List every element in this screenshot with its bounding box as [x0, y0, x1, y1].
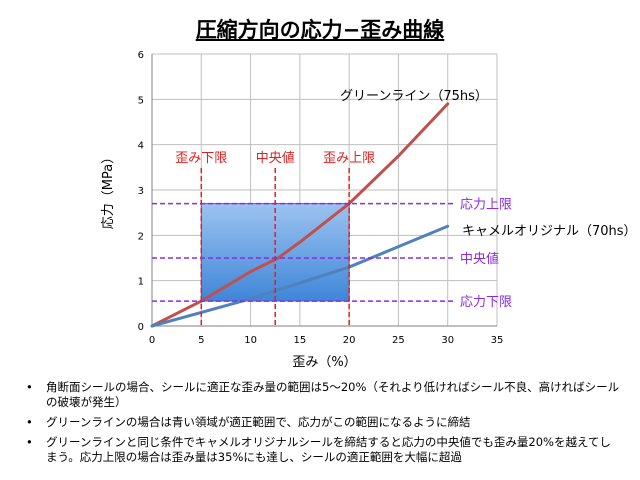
bullet-icon: • — [26, 415, 33, 429]
note-item: • 角断面シールの場合、シールに適正な歪み量の範囲は5〜20%（それより低ければシ… — [22, 380, 622, 410]
reference-lines — [152, 168, 455, 326]
x-tick-label: 35 — [491, 335, 504, 346]
y-tick-label: 5 — [138, 95, 144, 106]
series-line-0 — [150, 102, 450, 328]
x-tick-label: 25 — [392, 335, 405, 346]
series-label-1: キャメルオリジナル（70hs） — [462, 224, 637, 239]
x-tick-label: 0 — [149, 335, 155, 346]
vertical-ref-label-1: 中央値 — [256, 150, 295, 166]
chart-labels: 歪み下限 中央値 歪み上限応力上限中央値応力下限グリーンライン（75hs）キャメルオ… — [175, 89, 636, 310]
x-tick-label: 30 — [441, 335, 454, 346]
y-tick-label: 1 — [138, 277, 144, 288]
series-label-0: グリーンライン（75hs） — [340, 89, 488, 104]
y-tick-label: 3 — [138, 186, 144, 197]
y-axis-label: 応力（MPa） — [101, 151, 116, 229]
x-tick-label: 5 — [198, 335, 204, 346]
x-tick-label: 15 — [293, 335, 306, 346]
bullet-icon: • — [26, 380, 33, 394]
axes: 0 5 10 15 20 25 30 35 0 1 2 3 4 5 6 歪み（%） 応力（MPa） — [101, 50, 503, 370]
y-tick-label: 0 — [138, 322, 144, 333]
bullet-icon: • — [26, 435, 33, 449]
y-tick-label: 4 — [138, 141, 144, 152]
x-tick-label: 20 — [343, 335, 356, 346]
note-text: グリーンラインの場合は青い領域が適正範囲で、応力がこの範囲になるように締結 — [46, 415, 471, 429]
note-item: • グリーンラインと同じ条件でキャメルオリジナルシールを締結すると応力の中央値でも… — [22, 435, 622, 465]
x-axis-label: 歪み（%） — [292, 355, 356, 370]
horizontal-ref-label-0: 応力上限 — [460, 198, 512, 213]
note-text: 角断面シールの場合、シールに適正な歪み量の範囲は5〜20%（それより低ければシー… — [46, 380, 620, 409]
y-tick-label: 2 — [138, 231, 144, 242]
horizontal-ref-label-2: 応力下限 — [460, 295, 512, 310]
y-tick-label: 6 — [138, 50, 144, 61]
notes-list: • 角断面シールの場合、シールに適正な歪み量の範囲は5〜20%（それより低ければシ… — [22, 380, 622, 470]
x-tick-label: 10 — [244, 335, 257, 346]
note-text: グリーンラインと同じ条件でキャメルオリジナルシールを締結すると応力の中央値でも歪… — [46, 435, 611, 464]
horizontal-ref-label-1: 中央値 — [460, 251, 499, 267]
chart-title: 圧縮方向の応力−歪み曲線 — [195, 18, 445, 42]
note-item: • グリーンラインの場合は青い領域が適正範囲で、応力がこの範囲になるように締結 — [22, 415, 622, 430]
vertical-ref-label-2: 歪み上限 — [323, 151, 375, 166]
vertical-ref-label-0: 歪み下限 — [175, 151, 227, 166]
